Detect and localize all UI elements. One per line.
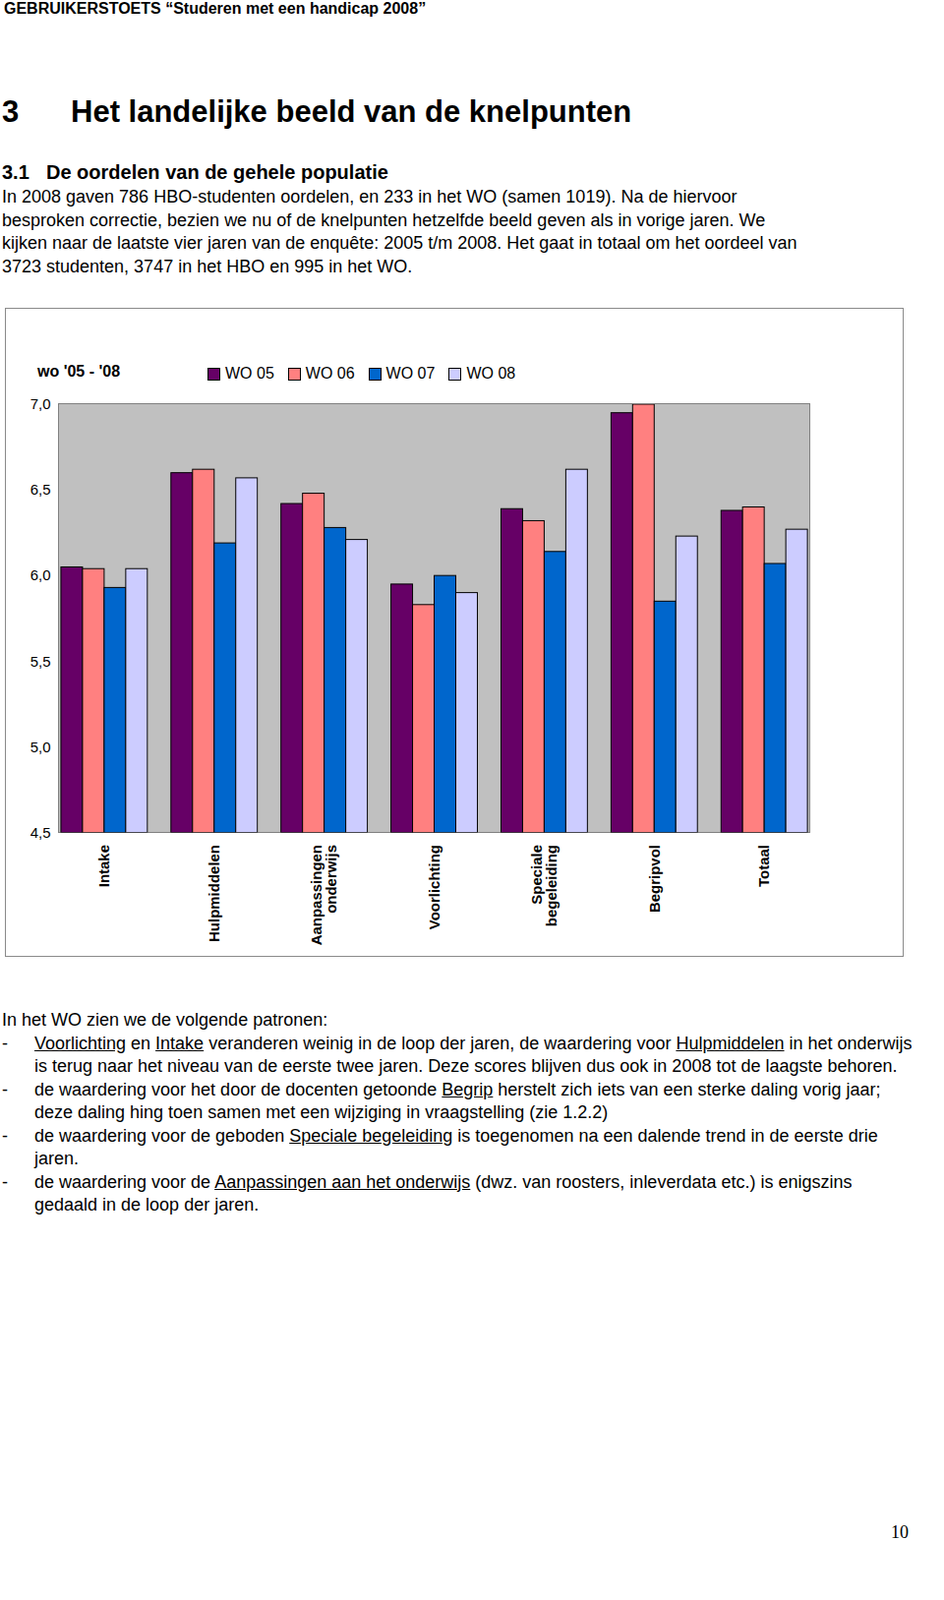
- html-text:De oordelen van de gehele popu: De oordelen van de gehele populatie: [46, 161, 389, 183]
- svg-text:5,0: 5,0: [30, 738, 52, 756]
- svg-text:Intake: Intake: [95, 844, 113, 887]
- svg-text:6,5: 6,5: [30, 480, 52, 498]
- html-text:de waardering voor het door de: de waardering voor het door de docenten …: [34, 1079, 881, 1122]
- html-text:3: 3: [1, 94, 19, 129]
- svg-text:Aanpassingenonderwijs: Aanpassingenonderwijs: [307, 844, 340, 945]
- svg-text:Specialebegeleiding: Specialebegeleiding: [528, 844, 560, 927]
- svg-text:Voorlichting: Voorlichting: [425, 844, 443, 930]
- svg-text:4,5: 4,5: [30, 824, 52, 841]
- svg-text:Begripvol: Begripvol: [646, 844, 663, 913]
- html-text:WO 08: WO 08: [466, 364, 516, 382]
- svg-text:Hulpmiddelen: Hulpmiddelen: [205, 844, 223, 943]
- html-text:Voorlichting en Intake verande: Voorlichting en Intake veranderen weinig…: [34, 1032, 913, 1076]
- html-text:In het WO zien we de volgende: In het WO zien we de volgende patronen:: [1, 1009, 328, 1030]
- html-text:WO 05: WO 05: [225, 364, 275, 382]
- svg-text:5,5: 5,5: [30, 652, 52, 670]
- html-text:GEBRUIKERSTOETS “Studeren met: GEBRUIKERSTOETS “Studeren met een handic…: [3, 0, 426, 17]
- html-text:kijken naar de laatste vier ja: kijken naar de laatste vier jaren van de…: [1, 233, 797, 253]
- html-text:besproken correctie, bezien we: besproken correctie, bezien we nu of de …: [1, 209, 766, 230]
- html-text:wo '05 - '08: wo '05 - '08: [37, 362, 121, 380]
- html-text:WO 06: WO 06: [305, 364, 355, 382]
- svg-text:7,0: 7,0: [30, 395, 52, 413]
- html-text:Het landelijke beeld van de kn: Het landelijke beeld van de knelpunten: [70, 94, 632, 129]
- svg-text:6,0: 6,0: [30, 566, 52, 584]
- html-text:WO 07: WO 07: [386, 364, 436, 382]
- html-text:3.1: 3.1: [1, 161, 30, 183]
- html-text:de waardering voor de Aanpassi: de waardering voor de Aanpassingen aan h…: [34, 1171, 853, 1215]
- html-text:de waardering voor de geboden: de waardering voor de geboden Speciale b…: [34, 1125, 878, 1169]
- html-text:10: 10: [890, 1522, 909, 1542]
- svg-text:Totaal: Totaal: [755, 844, 772, 887]
- html-text:3723 studenten, 3747 in het HB: 3723 studenten, 3747 in het HBO en 995 i…: [1, 256, 413, 276]
- html-text:In 2008 gaven 786 HBO-studente: In 2008 gaven 786 HBO-studenten oordelen…: [1, 186, 738, 207]
